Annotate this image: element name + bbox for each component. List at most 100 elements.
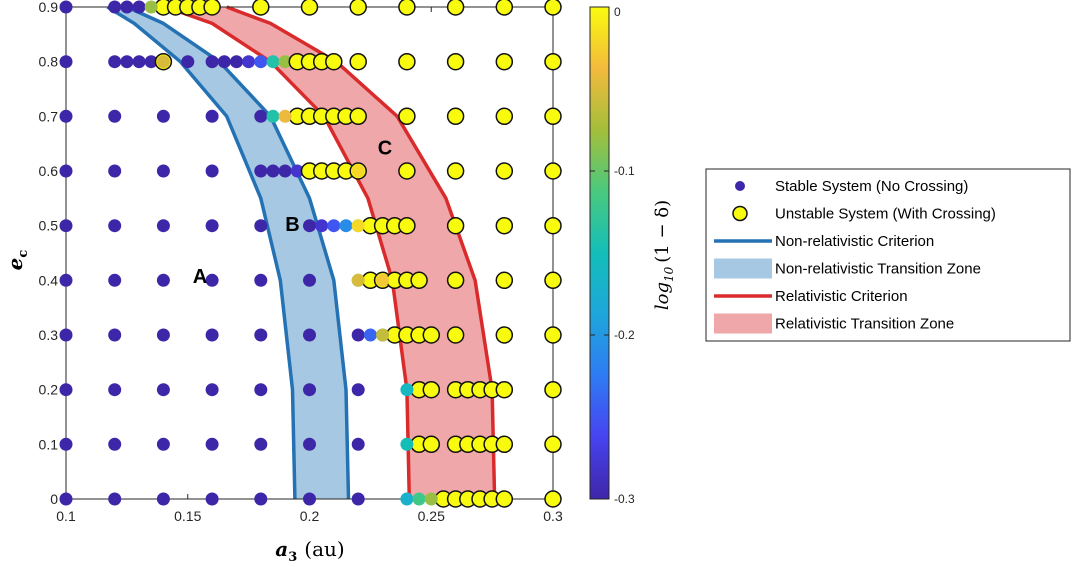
- stable-point: [120, 55, 134, 69]
- stable-point: [120, 0, 134, 14]
- stable-point: [205, 219, 219, 233]
- unstable-point: [446, 162, 465, 180]
- stable-point: [59, 219, 73, 233]
- unstable-point: [544, 52, 562, 71]
- legend-label: Relativistic Transition Zone: [775, 316, 954, 333]
- legend-patch-marker: [714, 258, 772, 279]
- region-label-a: A: [193, 266, 207, 288]
- stable-point: [132, 55, 146, 69]
- stable-point: [59, 492, 73, 506]
- unstable-point: [495, 107, 514, 126]
- stable-point: [181, 55, 195, 69]
- stable-point: [108, 109, 122, 123]
- non-relativistic-inner-curve: [106, 5, 297, 500]
- legend-patch-marker: [714, 313, 772, 334]
- stable-point: [303, 492, 316, 506]
- stable-point: [339, 219, 353, 233]
- stable-point: [351, 328, 365, 342]
- stable-point: [217, 55, 231, 69]
- unstable-point: [446, 0, 465, 16]
- y-tick-label: 0.6: [39, 163, 59, 179]
- stable-point: [351, 437, 365, 451]
- colorbar-label: log10(1 − δ): [652, 200, 676, 310]
- non-relativistic-zone: [107, 7, 349, 499]
- stable-point: [108, 164, 122, 178]
- stable-point: [351, 383, 365, 397]
- unstable-point: [252, 0, 270, 16]
- stable-point: [254, 55, 268, 69]
- unstable-point: [446, 271, 465, 290]
- unstable-point: [446, 326, 465, 344]
- stable-point: [327, 219, 341, 233]
- unstable-point: [495, 271, 514, 290]
- legend-box: [705, 168, 1071, 342]
- stable-point: [351, 164, 365, 178]
- unstable-point: [325, 52, 343, 71]
- x-tick-label: 0.2: [300, 508, 320, 524]
- stable-point: [400, 383, 414, 397]
- unstable-point: [203, 0, 221, 16]
- unstable-point: [495, 52, 514, 71]
- stable-point: [205, 437, 219, 451]
- legend-marker-stable: [735, 181, 745, 191]
- y-tick-label: 0.2: [39, 382, 59, 398]
- x-tick-label: 0.1: [56, 508, 76, 524]
- y-tick-label: 0.9: [39, 0, 59, 15]
- x-tick-label: 0.3: [543, 508, 563, 524]
- unstable-point: [544, 271, 562, 290]
- stable-point: [412, 492, 426, 506]
- stable-point: [205, 164, 219, 178]
- stable-point: [132, 0, 146, 14]
- stable-point: [108, 0, 122, 14]
- stable-point: [108, 383, 122, 397]
- stable-point: [108, 437, 122, 451]
- stable-point: [59, 55, 73, 69]
- x-axis-label: a3 (au): [275, 537, 344, 565]
- stable-point: [108, 328, 122, 342]
- stable-point: [400, 492, 414, 506]
- stable-point: [351, 492, 365, 506]
- stable-point: [205, 109, 219, 123]
- stable-point: [205, 55, 219, 69]
- stable-point: [376, 273, 390, 287]
- legend-label: Non-relativistic Criterion: [775, 233, 934, 250]
- stable-point: [424, 492, 438, 506]
- unstable-point: [446, 52, 465, 71]
- unstable-point: [422, 326, 441, 344]
- relativistic-inner-curve: [165, 5, 412, 500]
- unstable-point: [349, 52, 367, 71]
- stable-point: [59, 164, 73, 178]
- unstable-point: [544, 380, 562, 399]
- relativistic-zone: [165, 7, 495, 499]
- x-tick-label: 0.15: [174, 508, 201, 524]
- y-axis-label: ec: [3, 250, 31, 271]
- relativistic-outer-curve: [226, 5, 497, 500]
- stable-point: [144, 0, 158, 14]
- y-tick-label: 0.4: [39, 272, 59, 288]
- stable-point: [156, 109, 170, 123]
- stable-point: [156, 55, 170, 69]
- unstable-point: [410, 271, 428, 290]
- stable-point: [363, 328, 377, 342]
- unstable-point: [544, 435, 562, 454]
- stable-point: [156, 492, 170, 506]
- stable-point: [59, 328, 73, 342]
- legend-marker-unstable: [732, 205, 748, 222]
- unstable-point: [446, 216, 465, 235]
- stable-point: [266, 55, 280, 69]
- stable-point: [108, 492, 122, 506]
- unstable-point: [495, 162, 514, 180]
- stable-point: [254, 219, 268, 233]
- unstable-point: [398, 0, 416, 16]
- stable-point: [278, 55, 292, 69]
- criterion-curves: [106, 5, 497, 500]
- unstable-point: [544, 326, 562, 344]
- transition-zones: [107, 7, 495, 499]
- stable-point: [315, 219, 329, 233]
- stable-point: [108, 273, 122, 287]
- stable-point: [205, 383, 219, 397]
- stable-point: [278, 109, 292, 123]
- stable-point: [59, 109, 73, 123]
- legend-label: Unstable System (With Crossing): [775, 206, 996, 223]
